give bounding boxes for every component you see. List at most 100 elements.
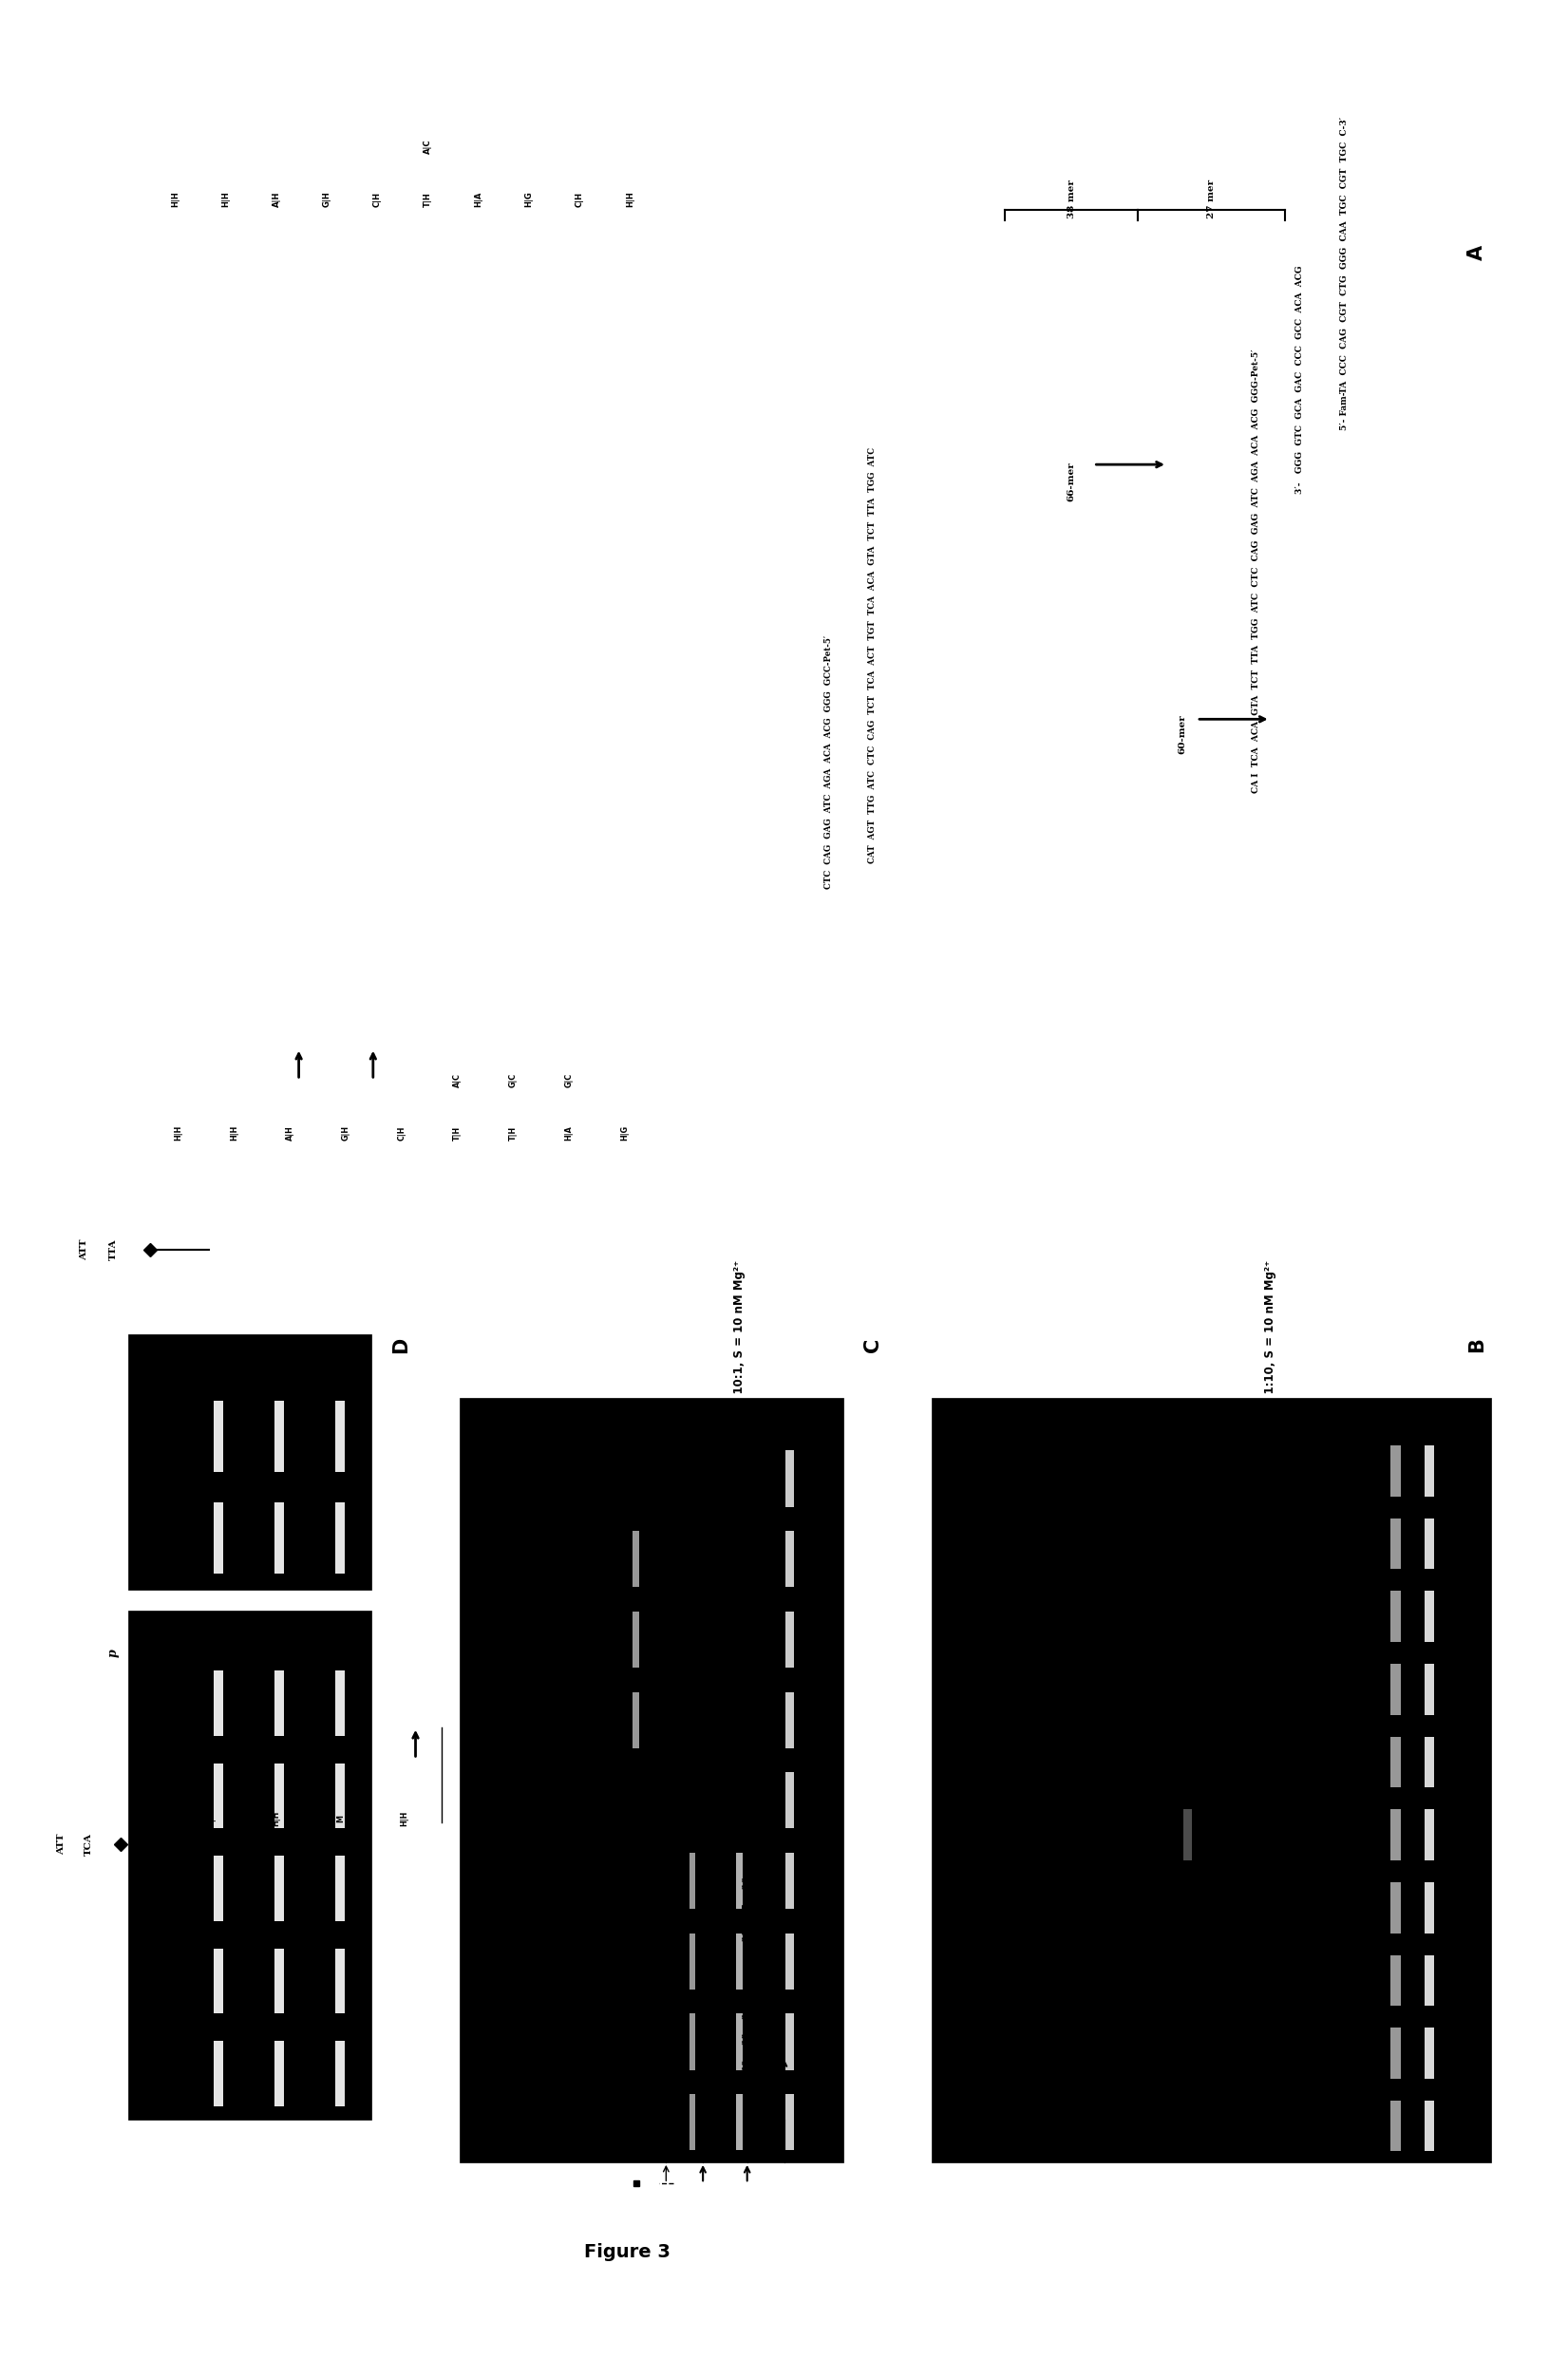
Polygon shape [336,1672,345,1735]
Text: G|C: G|C [510,1073,517,1087]
Text: E:S = 10:1, S = 10 nM Mg²⁺: E:S = 10:1, S = 10 nM Mg²⁺ [734,1259,746,1431]
Polygon shape [1391,1592,1400,1641]
Text: 39 mer: 39 mer [743,2037,751,2070]
Polygon shape [1424,1809,1435,1860]
Text: T|H: T|H [453,1125,461,1141]
Polygon shape [274,1502,284,1575]
Polygon shape [735,1934,743,1990]
Text: TTA: TTA [110,1238,118,1262]
Text: H|H: H|H [171,191,180,208]
Text: E:S = 1:10, S = 10 nM Mg²⁺: E:S = 1:10, S = 10 nM Mg²⁺ [1264,1259,1276,1431]
Polygon shape [1391,1735,1400,1787]
Text: H|H: H|H [579,1811,588,1825]
Polygon shape [274,1401,284,1471]
Polygon shape [690,2014,696,2070]
Polygon shape [213,1502,223,1575]
Polygon shape [1391,1519,1400,1570]
Polygon shape [931,1398,1491,2162]
Text: A|H: A|H [273,191,281,208]
Polygon shape [336,1764,345,1827]
Text: H|H: H|H [174,1125,182,1141]
Polygon shape [1184,1809,1192,1860]
Polygon shape [213,1948,223,2014]
Text: G|H: G|H [342,1125,350,1141]
Text: H|H: H|H [221,191,230,208]
Polygon shape [129,1611,372,2120]
Polygon shape [786,1611,793,1667]
Polygon shape [336,1856,345,1922]
Text: CAT  AGT  TTG  ATC  CTC  CAG  TCT  TCA  ACT  TGT  TCA  ACA  GTA  TCT  TTA  TGG  : CAT AGT TTG ATC CTC CAG TCT TCA ACT TGT … [869,448,877,863]
Polygon shape [786,1934,793,1990]
Polygon shape [213,2042,223,2106]
Text: G|H: G|H [323,191,331,208]
Polygon shape [213,1672,223,1735]
Text: TCA: TCA [85,1832,93,1856]
Text: M: M [336,1816,345,1823]
Polygon shape [1424,2028,1435,2080]
Polygon shape [786,1530,793,1587]
Polygon shape [213,1764,223,1827]
Polygon shape [632,1691,640,1747]
Text: 37 mer: 37 mer [743,1985,751,2018]
Polygon shape [632,1611,640,1667]
Polygon shape [336,2042,345,2106]
Text: H|H: H|H [230,1125,238,1141]
Polygon shape [1424,1955,1435,2007]
Polygon shape [336,1502,345,1575]
Text: 66-mer: 66-mer [1068,462,1076,502]
Polygon shape [1424,1882,1435,1934]
Text: 28 mer: 28 mer [743,1908,751,1941]
Polygon shape [1391,1809,1400,1860]
Polygon shape [274,2042,284,2106]
Polygon shape [786,1691,793,1747]
Polygon shape [1424,1592,1435,1641]
Text: p: p [107,1648,119,1658]
Polygon shape [336,1401,345,1471]
Polygon shape [1391,1445,1400,1497]
Polygon shape [213,1401,223,1471]
Text: 38 mer: 38 mer [743,2011,751,2044]
Text: H|H: H|H [271,1811,281,1825]
Polygon shape [274,1672,284,1735]
Polygon shape [1391,2028,1400,2080]
Polygon shape [1391,1955,1400,2007]
Polygon shape [690,2094,696,2150]
Text: 38 mer: 38 mer [1068,179,1076,219]
Text: H|A: H|A [475,191,483,208]
Polygon shape [129,1335,372,1589]
Text: C|H: C|H [397,1125,406,1141]
Text: 26 mer: 26 mer [743,1856,751,1889]
Text: A|C: A|C [423,139,433,153]
Text: B: B [1468,1337,1486,1353]
Polygon shape [786,1450,793,1507]
Polygon shape [213,1856,223,1922]
Polygon shape [1424,1665,1435,1714]
Polygon shape [1391,2101,1400,2150]
Polygon shape [735,2014,743,2070]
Text: A|H: A|H [285,1125,295,1141]
Text: 27 mer: 27 mer [743,1882,751,1915]
Text: T|H: T|H [510,1125,517,1141]
Polygon shape [786,2014,793,2070]
Text: 60-mer: 60-mer [1178,714,1187,755]
Text: H|H: H|H [626,191,635,208]
Text: C|H: C|H [373,191,383,208]
Text: M: M [651,1816,659,1823]
Polygon shape [690,1853,696,1910]
Text: H|G: H|G [525,191,533,208]
Text: D: D [392,1337,411,1353]
Polygon shape [274,1948,284,2014]
Text: 5′- Fam-TA  CCC  CAG  CGT  CTG  GGG  CAA  TGC  CGT  TGC  C-3′: 5′- Fam-TA CCC CAG CGT CTG GGG CAA TGC C… [1339,118,1348,429]
Polygon shape [786,1773,793,1827]
Text: 27 mer: 27 mer [1207,179,1215,219]
Text: H|A: H|A [564,1125,574,1141]
Text: CA I  TCA  ACA  GTA  TCT  TTA  TGG  ATC  CTC  CAG  GAG  ATC  AGA  ACA  ACG  GGG-: CA I TCA ACA GTA TCT TTA TGG ATC CTC CAG… [1251,349,1261,792]
Polygon shape [336,1948,345,2014]
Text: M: M [464,1816,474,1823]
Polygon shape [459,1398,844,2162]
Text: Figure 3: Figure 3 [583,2242,671,2261]
Text: T|H: T|H [423,191,433,208]
Text: A: A [1468,245,1486,259]
Polygon shape [274,1764,284,1827]
Polygon shape [274,1856,284,1922]
